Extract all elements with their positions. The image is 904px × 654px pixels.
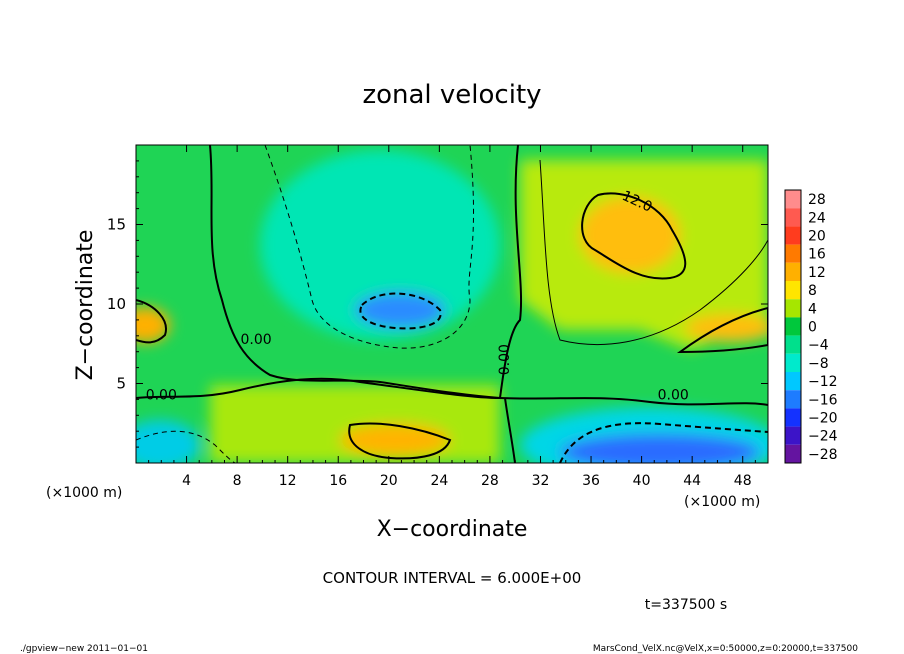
colorbar-label: 16	[808, 247, 826, 263]
contour-plus-12-left	[136, 299, 167, 344]
colorbar-swatch	[785, 281, 801, 300]
x-tick-label: 44	[683, 473, 701, 489]
y-tick-label: 5	[116, 375, 126, 393]
colorbar-label: −8	[808, 356, 829, 372]
footer-left: ./gpview−new 2011−01−01	[20, 644, 148, 654]
x-axis: 4 8 12 16 20 24 28 32 36 40 44 48	[148, 145, 756, 489]
colorbar-swatch	[785, 335, 801, 354]
colorbar-swatch	[785, 353, 801, 372]
colorbar-label: −16	[808, 392, 838, 408]
x-tick-label: 20	[380, 473, 398, 489]
x-tick-label: 4	[182, 473, 191, 489]
x-tick-label: 12	[279, 473, 297, 489]
colorbar-label: 24	[808, 210, 826, 226]
colorbar-swatch	[785, 372, 801, 391]
contour-plus-12-lower	[348, 422, 452, 460]
region-negative-band	[260, 150, 500, 340]
colorbar-swatch	[785, 317, 801, 336]
colorbar: 28 24 20 16 12 8 4 0 −4 −8 −12 −16 −20 −24 −28	[784, 189, 838, 464]
region-right-edge-core	[685, 314, 768, 342]
contour-minus-6-upper	[264, 145, 474, 349]
contour-label: 0.00	[658, 387, 689, 403]
colorbar-swatch	[785, 408, 801, 427]
colorbar-label: 0	[808, 320, 817, 336]
region-lower-middle-core	[340, 424, 450, 456]
contour-label: 0.00	[146, 387, 177, 403]
contour-label: 0.00	[240, 332, 271, 348]
time-label: t=337500 s	[645, 597, 727, 613]
contour-zero-lower	[136, 377, 768, 406]
y-axis: 5 10 15	[107, 160, 768, 448]
contour-lines	[136, 145, 768, 463]
x-tick-label: 40	[633, 473, 651, 489]
contour-minus-12-core	[359, 292, 442, 330]
colorbar-label: 8	[808, 283, 817, 299]
colorbar-label: 20	[808, 229, 826, 245]
y-tick-label: 10	[107, 295, 126, 313]
colorbar-frame	[784, 189, 802, 464]
colorbar-label: 4	[808, 301, 817, 317]
x-tick-label: 8	[233, 473, 242, 489]
region-lower-right-core	[560, 434, 760, 463]
x-axis-label: X−coordinate	[377, 517, 528, 542]
x-tick-label: 16	[329, 473, 347, 489]
y-tick-label: 15	[107, 216, 126, 234]
colorbar-label: 28	[808, 192, 826, 208]
contour-interval-text: CONTOUR INTERVAL = 6.000E+00	[323, 569, 582, 587]
region-right-upper-core	[580, 197, 680, 273]
colorbar-swatch	[785, 208, 801, 227]
chart-title: zonal velocity	[362, 80, 541, 110]
colorbar-swatch	[785, 390, 801, 409]
x-tick-label: 28	[481, 473, 499, 489]
contour-plus-6-right	[539, 159, 768, 346]
x-axis-unit-right: (×1000 m)	[684, 494, 760, 510]
x-tick-label: 48	[734, 473, 752, 489]
colorbar-label: −28	[808, 447, 838, 463]
region-lower-left-negative	[136, 420, 200, 463]
x-tick-label: 32	[532, 473, 550, 489]
contour-label: 0.00	[497, 344, 513, 375]
x-tick-label: 36	[582, 473, 600, 489]
colorbar-swatch	[785, 262, 801, 281]
colorbar-label: 12	[808, 265, 826, 281]
colorbar-swatch	[785, 426, 801, 445]
contour-minus-12-lower-right	[559, 422, 768, 463]
colorbar-swatch	[785, 444, 801, 463]
colorbar-label: −20	[808, 411, 838, 427]
contour-minus-6-lower-left	[136, 430, 236, 463]
x-axis-unit-left: (×1000 m)	[46, 485, 122, 501]
x-tick-label: 24	[430, 473, 448, 489]
footer-right: MarsCond_VelX.nc@VelX,x=0:50000,z=0:2000…	[593, 644, 858, 654]
contour-plus-12-right	[676, 306, 768, 354]
colorbar-swatch	[785, 190, 801, 209]
colorbar-swatch	[785, 299, 801, 318]
contour-zero-left	[209, 145, 523, 400]
region-negative-core	[355, 292, 445, 328]
contour-zero-vertical	[504, 397, 516, 463]
contour-plus-12-upper	[581, 192, 687, 280]
colorbar-label: −4	[808, 338, 829, 354]
y-axis-label: Z−coordinate	[73, 230, 98, 381]
colorbar-swatch	[785, 226, 801, 245]
colorbar-swatch	[785, 244, 801, 263]
plot-area: 12.00.000.000.000.00	[136, 145, 768, 463]
colorbar-label: −12	[808, 374, 838, 390]
colorbar-label: −24	[808, 429, 838, 445]
